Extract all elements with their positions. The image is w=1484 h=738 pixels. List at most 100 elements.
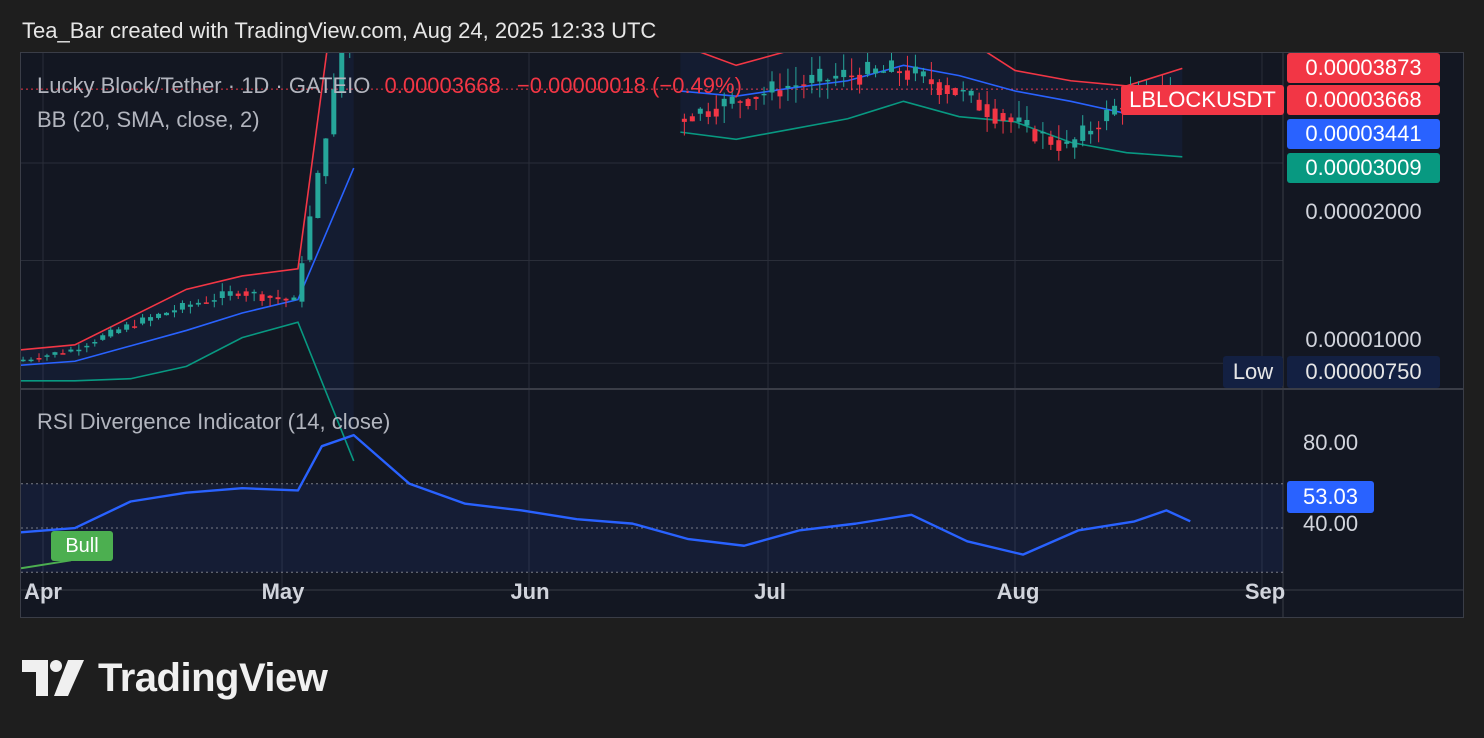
rsi-legend[interactable]: RSI Divergence Indicator (14, close) <box>37 409 391 434</box>
rsi-line <box>21 433 1191 556</box>
candle-body <box>21 359 26 362</box>
candle-body <box>108 329 114 337</box>
symbol-tag: LBLOCKUSDT <box>1121 85 1284 115</box>
candle-body <box>307 216 313 260</box>
candle-body <box>219 291 225 298</box>
bb-lower-line-seg-0 <box>21 321 355 462</box>
bb-legend[interactable]: BB (20, SMA, close, 2) <box>37 107 260 132</box>
candle-body <box>140 317 146 324</box>
candle-body <box>777 90 783 97</box>
candle-body <box>1056 140 1062 151</box>
candle-body <box>801 84 807 86</box>
candle-body <box>132 326 138 328</box>
symbol-legend[interactable]: Lucky Block/Tether · 1D · GATEIO 0.00003… <box>37 73 742 99</box>
low-value: 0.00000750 <box>1287 356 1440 388</box>
candle-body <box>179 302 185 310</box>
candle-body <box>952 88 958 96</box>
candle-body <box>920 71 926 77</box>
candle-body <box>267 295 273 298</box>
candle-body <box>737 101 743 103</box>
candle-body <box>936 82 942 95</box>
candle-body <box>785 85 791 89</box>
candle-body <box>171 310 177 313</box>
bb-upper-tag: 0.00003873 <box>1287 53 1440 83</box>
candle-body <box>156 313 162 318</box>
candle-body <box>195 302 201 305</box>
tradingview-logo[interactable]: TradingView <box>22 655 328 701</box>
candle-body <box>984 104 990 118</box>
rsi-tick-80: 80.00 <box>1303 430 1359 455</box>
candle-body <box>705 111 711 117</box>
candle-body <box>721 98 727 107</box>
candle-body <box>809 74 815 83</box>
bb-lower-tag: 0.00003009 <box>1287 153 1440 183</box>
bb-basis-tag: 0.00003441 <box>1287 119 1440 149</box>
candle-body <box>92 341 98 344</box>
candle-body <box>203 302 209 304</box>
candle-body <box>753 96 759 99</box>
month-may: May <box>261 579 305 604</box>
candle-body <box>1016 117 1022 122</box>
candle-body <box>148 317 154 321</box>
candle-body <box>339 53 345 93</box>
price-tick-1: 0.00001000 <box>1305 327 1422 352</box>
candle-body <box>187 304 193 307</box>
candle-body <box>841 69 847 78</box>
candle-body <box>68 349 74 352</box>
last-price: 0.00003668 <box>384 73 501 98</box>
bb-upper-line-seg-1 <box>700 53 1183 87</box>
candle-body <box>315 172 321 218</box>
month-jul: Jul <box>754 579 786 604</box>
candle-body <box>944 85 950 95</box>
candle-body <box>116 329 122 334</box>
month-jun: Jun <box>510 579 550 604</box>
candle-body <box>323 138 329 177</box>
candle-body <box>1088 130 1094 135</box>
candle-body <box>817 68 823 82</box>
candle-body <box>689 116 695 122</box>
candle-body <box>36 358 42 360</box>
candle-body <box>896 71 902 74</box>
candle-body <box>1112 105 1118 115</box>
chart-frame[interactable]: Lucky Block/Tether · 1D · GATEIO 0.00003… <box>20 52 1464 618</box>
candle-body <box>833 75 839 79</box>
candle-body <box>1040 131 1046 134</box>
candle-body <box>976 99 982 111</box>
candle-body <box>331 89 337 135</box>
bull-divergence-line <box>21 559 72 570</box>
candle-body <box>1104 109 1110 122</box>
rsi-value-tag: 53.03 <box>1287 481 1374 513</box>
candle-body <box>1024 119 1030 126</box>
candle-body <box>60 353 66 355</box>
candle-body <box>243 291 249 296</box>
candle-body <box>873 68 879 74</box>
candle-body <box>251 291 257 294</box>
price-change: −0.00000018 (−0.49%) <box>516 73 742 98</box>
rsi-tick-40: 40.00 <box>1303 511 1359 536</box>
candle-body <box>761 93 767 96</box>
candle-body <box>881 71 887 73</box>
month-aug: Aug <box>996 579 1040 604</box>
candle-body <box>889 60 895 72</box>
month-sep: Sep <box>1244 579 1286 604</box>
candle-body <box>291 297 297 301</box>
tradingview-wordmark: TradingView <box>98 655 328 700</box>
candle-body <box>681 118 687 122</box>
chart-canvas[interactable] <box>21 53 1464 618</box>
rsi-pane <box>21 433 1283 573</box>
candle-body <box>52 352 58 355</box>
candle-body <box>904 70 910 80</box>
bb-basis-line-seg-0 <box>21 167 355 367</box>
tradingview-logo-icon <box>22 660 84 696</box>
candle-body <box>283 298 289 301</box>
candle-body <box>793 85 799 87</box>
bb-lower-line-seg-1 <box>680 100 1183 158</box>
candle-body <box>928 79 934 85</box>
candle-body <box>825 79 831 82</box>
candle-body <box>275 297 281 300</box>
candle-body <box>992 108 998 124</box>
candle-body <box>259 294 265 301</box>
candle-body <box>1072 139 1078 148</box>
last-price-tag: 0.00003668 <box>1287 85 1440 115</box>
price-tick-2: 0.00002000 <box>1305 199 1422 224</box>
